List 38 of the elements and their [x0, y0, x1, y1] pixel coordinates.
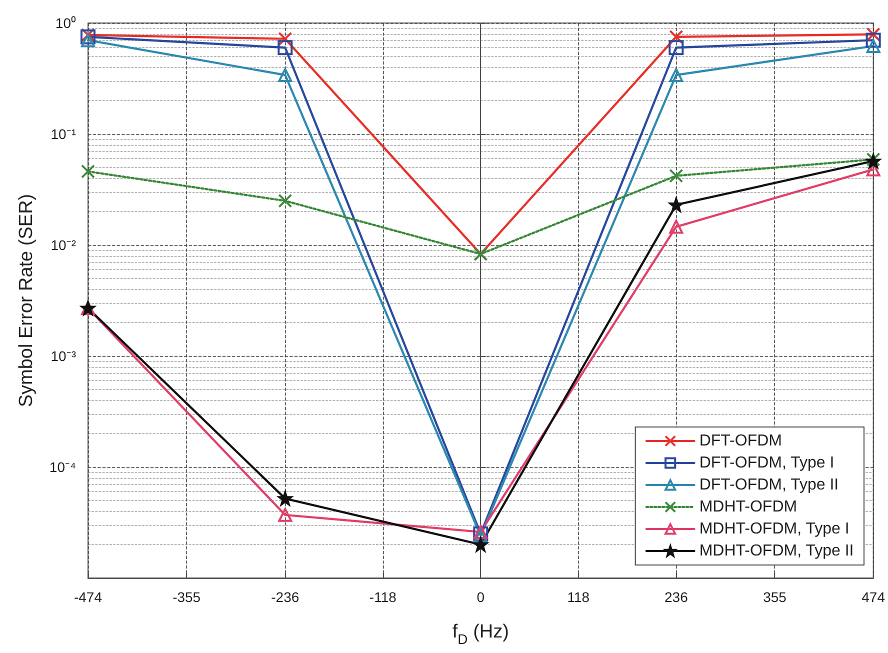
point: [474, 524, 488, 539]
point: [866, 39, 880, 54]
legend-label: MDHT-OFDM: [699, 498, 798, 516]
x-tick-label: -118: [369, 589, 397, 605]
point: [278, 508, 292, 522]
x-tick-label: 0: [476, 589, 485, 605]
point: [669, 30, 684, 44]
point: [278, 194, 292, 208]
y-tick-label: 10⁰: [55, 15, 76, 31]
point: [278, 68, 292, 82]
x-tick-label: 355: [763, 589, 787, 605]
point: [669, 68, 684, 82]
point: [866, 27, 880, 42]
x-tick-label: 474: [862, 589, 886, 605]
point: [81, 33, 95, 48]
point: [866, 32, 881, 48]
x-tick-label: 236: [664, 589, 688, 605]
y-tick-label: 10⁻⁴: [49, 459, 76, 475]
legend-label: MDHT-OFDM, Type II: [699, 542, 854, 560]
x-tick-label: 118: [567, 589, 590, 605]
x-tick-label: -236: [271, 589, 300, 605]
point: [278, 40, 293, 56]
x-tick-label: -474: [74, 589, 102, 605]
legend-label: MDHT-OFDM, Type I: [699, 520, 850, 538]
legend-label: DFT-OFDM: [699, 432, 782, 450]
y-axis-title: Symbol Error Rate (SER): [16, 194, 37, 408]
legend-label: DFT-OFDM, Type II: [699, 476, 839, 494]
point: [81, 164, 95, 178]
point: [668, 40, 684, 56]
y-tick-label: 10⁻¹: [50, 126, 76, 142]
point: [669, 198, 684, 212]
point: [278, 32, 292, 46]
y-tick-label: 10⁻³: [50, 348, 76, 364]
y-tick-label: 10⁻²: [50, 237, 76, 253]
legend-label: DFT-OFDM, Type I: [699, 454, 834, 472]
x-tick-label: -355: [172, 589, 201, 605]
point: [669, 168, 684, 183]
point: [669, 220, 684, 234]
